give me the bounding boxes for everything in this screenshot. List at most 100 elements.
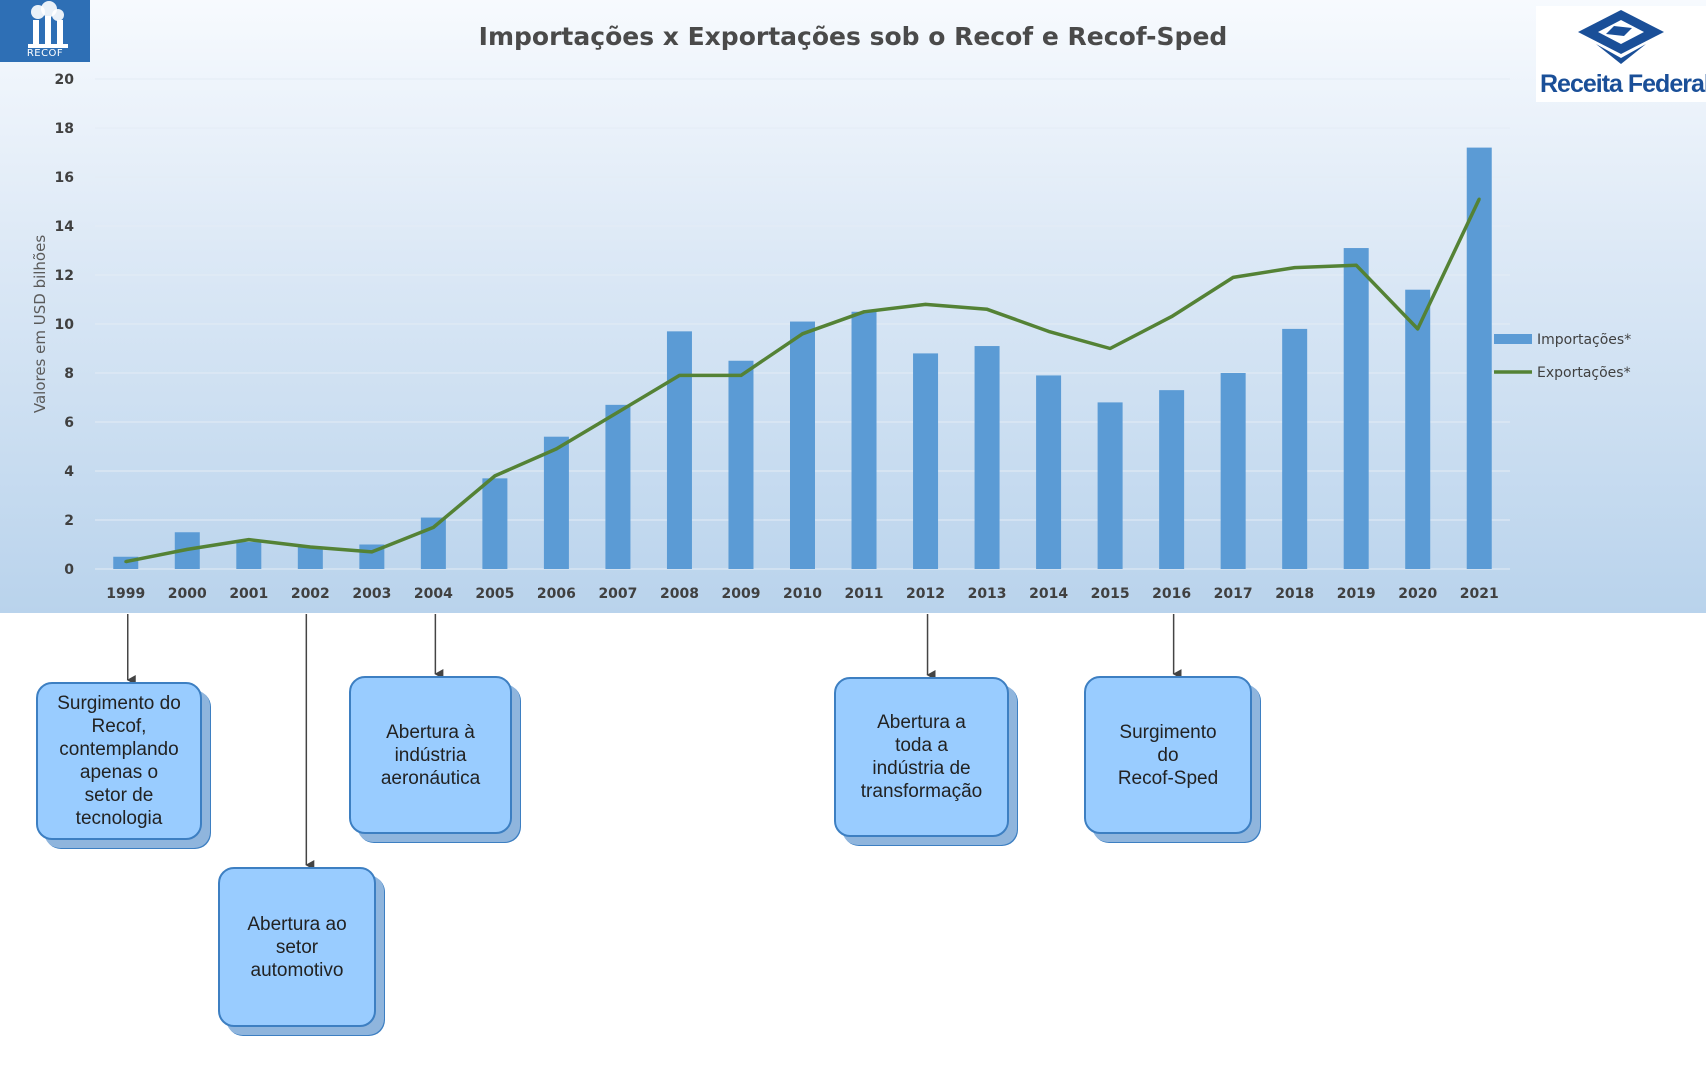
x-tick-label: 2008 [660, 586, 699, 602]
milestone-text-2004: Abertura à indústria aeronáutica [380, 721, 481, 789]
point-exportacoes-2021 [1477, 197, 1481, 201]
x-tick-label: 2002 [291, 586, 330, 602]
y-tick-label: 8 [64, 366, 74, 382]
bar-importacoes-2020 [1405, 289, 1431, 569]
x-tick-label: 2014 [1029, 586, 1068, 602]
y-axis-title: Valores em USD bilhões [31, 235, 49, 413]
point-exportacoes-2009 [739, 373, 743, 377]
x-tick-label: 2019 [1337, 586, 1376, 602]
y-tick-label: 16 [55, 170, 74, 186]
factory-icon [28, 1, 68, 48]
x-axis-ticks: 1999 2000 2001 2002 2003 2004 2005 2006 2007 2008… [106, 586, 1498, 602]
bar-importacoes-2005 [482, 478, 508, 569]
point-exportacoes-2004 [431, 525, 435, 529]
milestone-box-2004: Abertura à indústria aeronáutica [349, 676, 512, 834]
y-tick-label: 14 [55, 219, 75, 235]
chart: Importações x Exportações sob o Recof e … [31, 22, 1631, 602]
point-exportacoes-2017 [1231, 275, 1235, 279]
x-tick-label: 2006 [537, 586, 576, 602]
bar-importacoes-2002 [297, 546, 323, 569]
point-exportacoes-2013 [985, 307, 989, 311]
bar-importacoes-2014 [1036, 375, 1062, 569]
x-tick-label: 2000 [168, 586, 207, 602]
x-tick-label: 2020 [1398, 586, 1437, 602]
x-tick-label: 2007 [598, 586, 637, 602]
y-tick-label: 20 [55, 72, 75, 88]
receita-federal-logo-text: Receita Federal [1540, 70, 1706, 98]
bar-importacoes-2008 [666, 331, 692, 569]
y-tick-label: 4 [64, 464, 74, 480]
milestone-text-2016: Surgimento do Recof-Sped [1117, 721, 1219, 789]
legend-swatch-importacoes [1494, 334, 1532, 344]
y-tick-label: 6 [64, 415, 74, 431]
x-tick-label: 2009 [721, 586, 760, 602]
point-exportacoes-2001 [247, 538, 251, 542]
point-exportacoes-2003 [370, 550, 374, 554]
bar-importacoes-2011 [851, 311, 877, 569]
x-tick-label: 2001 [229, 586, 268, 602]
bar-importacoes-2013 [974, 346, 1000, 569]
milestone-box-2012: Abertura a toda a indústria de transform… [834, 677, 1009, 837]
x-tick-label: 2016 [1152, 586, 1191, 602]
milestone-text-2012: Abertura a toda a indústria de transform… [860, 712, 983, 802]
receita-federal-emblem-icon [1578, 10, 1664, 64]
x-tick-label: 2012 [906, 586, 945, 602]
milestone-text-1999: Surgimento do Recof, contemplando apenas… [57, 693, 181, 829]
point-exportacoes-2002 [308, 545, 312, 549]
y-tick-label: 0 [64, 562, 74, 578]
y-axis-ticks: 0 2 4 6 8 10 12 14 16 18 20 [55, 72, 75, 578]
point-exportacoes-2011 [862, 310, 866, 314]
point-exportacoes-2019 [1354, 263, 1358, 267]
bar-importacoes-2019 [1343, 248, 1369, 570]
x-tick-label: 2013 [968, 586, 1007, 602]
bar-importacoes-2009 [728, 360, 754, 569]
bar-importacoes-2016 [1159, 390, 1185, 569]
bar-importacoes-2010 [790, 321, 815, 569]
point-exportacoes-2006 [554, 447, 558, 451]
milestone-box-2016: Surgimento do Recof-Sped [1084, 676, 1252, 834]
point-exportacoes-2008 [677, 373, 681, 377]
y-tick-label: 18 [55, 121, 74, 137]
y-tick-label: 2 [64, 513, 74, 529]
x-tick-label: 2018 [1275, 586, 1314, 602]
recof-logo-text: RECOF [26, 48, 64, 59]
bar-importacoes-2001 [236, 542, 262, 569]
point-exportacoes-2016 [1170, 315, 1174, 319]
x-tick-label: 2015 [1091, 586, 1130, 602]
legend: Importações* Exportações* [1494, 332, 1631, 381]
x-tick-label: 2003 [352, 586, 391, 602]
point-exportacoes-2020 [1416, 327, 1420, 331]
chart-title: Importações x Exportações sob o Recof e … [479, 22, 1228, 51]
point-exportacoes-2007 [616, 410, 620, 414]
bar-importacoes-2018 [1282, 328, 1308, 569]
point-exportacoes-2005 [493, 474, 497, 478]
x-tick-label: 2005 [475, 586, 514, 602]
x-tick-label: 2011 [845, 586, 884, 602]
milestone-box-1999: Surgimento do Recof, contemplando apenas… [36, 682, 202, 840]
milestone-text-2002: Abertura ao setor automotivo [247, 913, 347, 981]
point-exportacoes-2000 [185, 547, 189, 551]
point-exportacoes-2015 [1108, 347, 1112, 350]
x-tick-label: 2021 [1460, 586, 1499, 602]
export-line [124, 197, 1481, 564]
point-exportacoes-2010 [801, 332, 804, 336]
y-tick-label: 12 [55, 268, 74, 284]
x-tick-label: 2017 [1214, 586, 1253, 602]
x-tick-label: 2004 [414, 586, 453, 602]
receita-federal-logo: Receita Federal [1536, 6, 1706, 102]
legend-label-importacoes: Importações* [1537, 332, 1631, 348]
y-tick-label: 10 [55, 317, 75, 333]
bar-importacoes-2012 [913, 353, 939, 569]
milestone-box-2002: Abertura ao setor automotivo [218, 867, 376, 1027]
point-exportacoes-2012 [924, 302, 928, 306]
bar-importacoes-2006 [543, 436, 569, 569]
x-tick-label: 2010 [783, 586, 822, 602]
legend-label-exportacoes: Exportações* [1537, 365, 1631, 381]
point-exportacoes-2018 [1293, 266, 1297, 270]
bar-importacoes-2015 [1097, 402, 1123, 569]
point-exportacoes-2014 [1047, 329, 1051, 333]
x-tick-label: 1999 [106, 586, 145, 602]
recof-logo: RECOF [0, 0, 90, 62]
import-bars [113, 147, 1492, 570]
